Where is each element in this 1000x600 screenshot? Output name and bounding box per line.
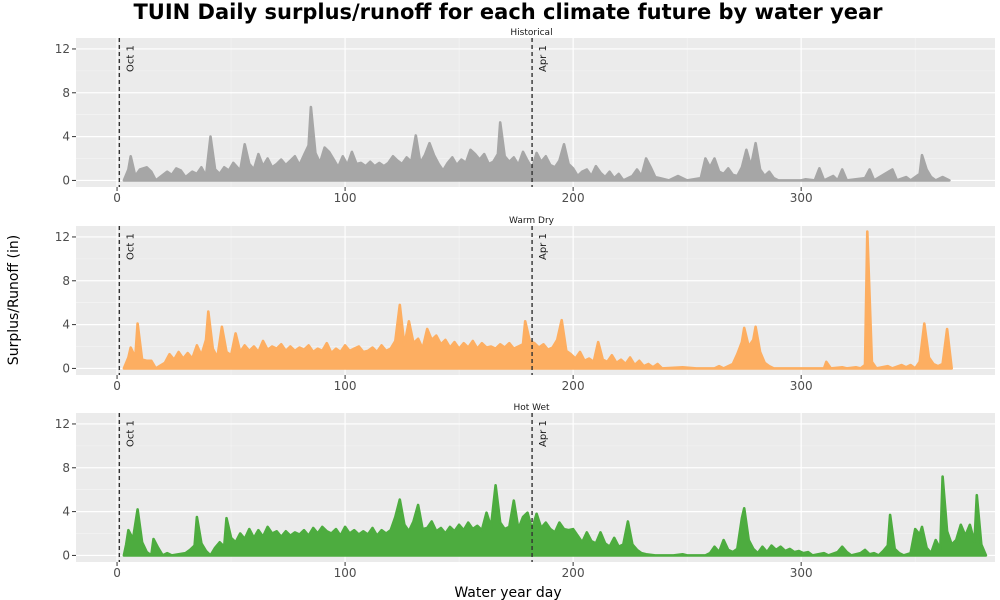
series-area [122,230,953,370]
reference-line-label: Oct 1 [125,233,136,260]
series-area [122,475,988,557]
y-tick-label: 12 [55,230,70,244]
y-tick-label: 12 [55,417,70,431]
reference-line-label: Oct 1 [125,45,136,72]
x-tick-label: 0 [113,191,121,205]
series-area [122,105,951,182]
panel-hot-wet: Hot Wet Oct 1 Apr 1 0 4 8 12 0 100 200 300 [55,403,995,580]
reference-line-label: Oct 1 [125,420,136,447]
x-tick-label: 200 [562,566,585,580]
y-tick-label: 4 [62,130,70,144]
y-tick-label: 0 [62,361,70,375]
y-tick-label: 4 [62,318,70,332]
x-axis-label: Water year day [454,585,561,600]
y-tick-label: 12 [55,42,70,56]
y-axis-label: Surplus/Runoff (in) [6,235,22,365]
y-tick-label: 8 [62,274,70,288]
reference-line-label: Apr 1 [538,420,549,447]
reference-line-label: Apr 1 [538,233,549,260]
x-tick-label: 200 [562,379,585,393]
y-tick-label: 8 [62,86,70,100]
x-tick-label: 100 [334,566,357,580]
facet-label: Historical [510,28,552,38]
x-tick-label: 100 [334,379,357,393]
y-tick-label: 8 [62,461,70,475]
x-tick-label: 0 [113,379,121,393]
x-tick-label: 200 [562,191,585,205]
panel-warm-dry: Warm Dry Oct 1 Apr 1 0 4 8 12 0 100 200 300 [55,216,995,393]
panel-historical: Historical Oct 1 Apr 1 0 4 8 12 0 100 200 300 [55,28,995,205]
reference-line-label: Apr 1 [538,45,549,72]
x-tick-label: 300 [790,379,813,393]
chart-title: TUIN Daily surplus/runoff for each clima… [133,0,883,24]
x-tick-label: 300 [790,566,813,580]
facet-label: Warm Dry [509,216,555,226]
x-tick-label: 0 [113,566,121,580]
y-tick-label: 0 [62,173,70,187]
y-tick-label: 0 [62,548,70,562]
x-tick-label: 300 [790,191,813,205]
x-tick-label: 100 [334,191,357,205]
y-tick-label: 4 [62,505,70,519]
facet-label: Hot Wet [513,403,550,413]
